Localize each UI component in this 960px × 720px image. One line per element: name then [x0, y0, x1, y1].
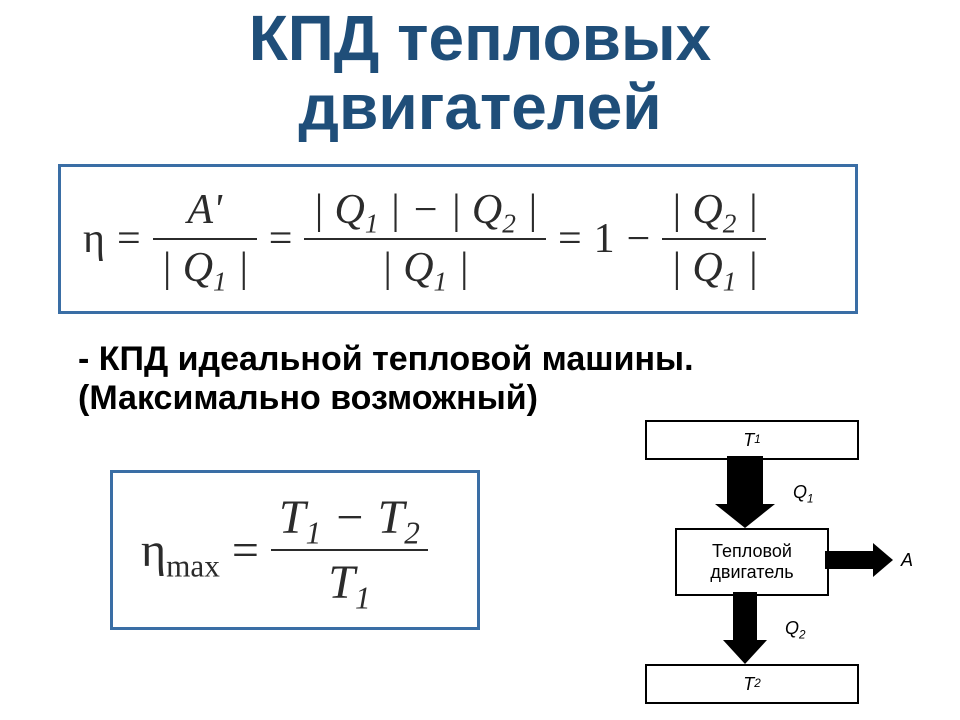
title-line2: двигателей	[298, 71, 661, 143]
heat-in-arrow-stem	[727, 456, 763, 504]
work-arrow-label: A	[901, 550, 913, 571]
work-arrow-stem	[825, 551, 873, 569]
den-T1: T1	[320, 551, 378, 614]
slide-title: КПД тепловых двигателей	[0, 4, 960, 142]
carnot-formula-box: ηmax = T1 − T2 T1	[110, 470, 480, 630]
frac-Q1mQ2-over-Q1: | Q1 | − | Q2 | | Q1 |	[298, 182, 552, 296]
efficiency-formula-box: η = A' | Q1 | = | Q1 | − | Q2 | | Q1 | =…	[58, 164, 858, 314]
den-Q1-3: | Q1 |	[662, 240, 766, 296]
subtitle: - КПД идеальной тепловой машины. (Максим…	[78, 340, 694, 418]
den-Q1-1: | Q1 |	[153, 240, 257, 296]
eta-max-symbol: ηmax	[135, 523, 226, 578]
heat-in-arrow-head	[715, 504, 775, 528]
efficiency-formula: η = A' | Q1 | = | Q1 | − | Q2 | | Q1 | =…	[61, 167, 855, 311]
frac-T1mT2-over-T1: T1 − T2 T1	[265, 486, 434, 614]
cold-reservoir-box: T2	[645, 664, 859, 704]
num-Q1mQ2: | Q1 | − | Q2 |	[304, 182, 546, 238]
heat-out-arrow-stem	[733, 592, 757, 640]
num-A: A'	[179, 182, 230, 238]
eta-symbol: η	[77, 215, 111, 263]
subtitle-line2: (Максимально возможный)	[78, 379, 538, 417]
slide: КПД тепловых двигателей η = A' | Q1 | = …	[0, 0, 960, 720]
heat-engine-diagram: T1 Тепловойдвигатель T2 Q1 Q2 A	[625, 420, 925, 710]
frac-A-over-Q1: A' | Q1 |	[147, 182, 263, 296]
carnot-formula: ηmax = T1 − T2 T1	[113, 473, 477, 627]
work-arrow-head	[873, 543, 893, 577]
engine-box: Тепловойдвигатель	[675, 528, 829, 596]
den-Q1-2: | Q1 |	[373, 240, 477, 296]
heat-out-arrow-label: Q2	[785, 618, 806, 639]
equals-1: =	[111, 215, 147, 263]
hot-reservoir-box: T1	[645, 420, 859, 460]
equals-4: =	[226, 523, 265, 578]
num-T1mT2: T1 − T2	[271, 486, 428, 549]
frac-Q2-over-Q1: | Q2 | | Q1 |	[656, 182, 772, 296]
heat-in-arrow-label: Q1	[793, 482, 814, 503]
equals-2: =	[263, 215, 299, 263]
equals-3: =	[552, 215, 588, 263]
one: 1	[588, 215, 621, 263]
subtitle-line1: - КПД идеальной тепловой машины.	[78, 340, 694, 378]
num-Q2: | Q2 |	[662, 182, 766, 238]
title-line1: КПД тепловых	[249, 2, 712, 74]
heat-out-arrow-head	[723, 640, 767, 664]
minus: −	[621, 215, 657, 263]
